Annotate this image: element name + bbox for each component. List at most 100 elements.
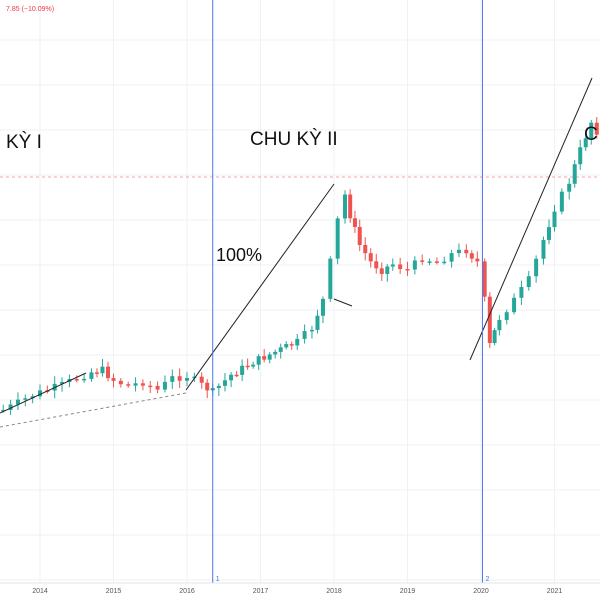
x-axis: 201420152016201720182019202020212022 — [0, 582, 600, 595]
candle-body — [256, 356, 261, 365]
candle-body — [205, 382, 210, 391]
percent-label: 100% — [216, 245, 262, 265]
grid — [0, 0, 600, 583]
overlays — [0, 77, 593, 428]
candle-body — [1, 409, 6, 412]
candle-body — [578, 147, 583, 165]
candle-body — [583, 138, 588, 148]
candle-body — [567, 183, 572, 192]
candle-body — [412, 260, 417, 270]
candle-body — [368, 253, 373, 262]
candle-body — [273, 351, 278, 355]
candle-body — [469, 253, 474, 259]
candle-body — [278, 347, 283, 352]
short-mark-line — [333, 298, 353, 307]
candle-body — [449, 253, 454, 262]
candle-body — [442, 261, 447, 264]
candle-body — [343, 194, 348, 219]
candle-body — [456, 249, 461, 254]
candle-body — [229, 374, 234, 381]
candle-body — [94, 372, 99, 374]
candle-body — [74, 379, 79, 381]
candle-body — [15, 399, 20, 405]
candle-body — [284, 344, 289, 348]
price-change-header: 7.85 (−10.09%) — [6, 6, 54, 13]
candle-body — [133, 383, 138, 386]
candle-body — [222, 380, 227, 386]
candle-body — [251, 364, 256, 367]
candle-body — [267, 354, 272, 360]
candle-body — [216, 385, 221, 389]
candle-body — [309, 329, 314, 332]
candle-body — [245, 365, 250, 368]
candle-body — [60, 381, 65, 384]
candle-body — [504, 312, 509, 320]
candle-body — [185, 377, 189, 381]
candle-body — [295, 338, 300, 346]
candle-body — [589, 122, 594, 139]
cycle-marker-2: 2 — [485, 576, 489, 583]
candle-body — [234, 374, 239, 377]
candle-body — [82, 378, 87, 381]
x-tick-label: 2017 — [253, 588, 269, 595]
trend-line-cycle-3 — [469, 77, 593, 361]
candle-body — [262, 356, 267, 360]
candle-body — [162, 381, 167, 390]
candle-body — [385, 266, 390, 274]
candle-body — [534, 258, 539, 277]
candle-body — [155, 385, 160, 390]
cycle-marker-1: 1 — [216, 576, 220, 583]
candle-body — [363, 244, 368, 254]
candle-body — [519, 287, 524, 298]
candle-body — [148, 385, 153, 388]
candle-body — [100, 366, 105, 374]
candle-body — [526, 276, 531, 288]
candle-body — [482, 261, 487, 297]
candle-body — [335, 218, 340, 259]
candle-body — [199, 376, 204, 383]
candle-body — [475, 258, 480, 262]
candle-body — [374, 261, 379, 269]
x-tick-label: 2014 — [32, 588, 48, 595]
candle-body — [38, 390, 42, 397]
candle-body — [289, 344, 294, 346]
candle-body — [379, 268, 384, 274]
candle-body — [302, 331, 307, 339]
trend-line-cycle-2 — [185, 183, 335, 391]
candle-body — [405, 269, 410, 271]
candle-body — [140, 383, 145, 386]
candle-body — [177, 376, 182, 381]
candle-body — [512, 297, 517, 313]
candle-body — [427, 261, 432, 263]
candle-body — [23, 398, 28, 400]
trend-line-cycle-1 — [0, 372, 87, 414]
candle-body — [315, 315, 320, 330]
x-tick-label: 2018 — [326, 588, 342, 595]
candle-body — [192, 376, 197, 379]
x-tick-label: 2021 — [547, 588, 563, 595]
candle-body — [559, 191, 564, 212]
support-line-cycle-1 — [0, 392, 187, 428]
candle-body — [126, 384, 131, 386]
candles — [1, 117, 599, 415]
candle-body — [8, 404, 13, 410]
candle-body — [497, 319, 502, 331]
candle-body — [541, 239, 546, 259]
cycle-label-1: KỲ I — [6, 132, 42, 153]
candle-body — [170, 376, 175, 382]
candle-body — [240, 365, 245, 375]
candle-body — [487, 296, 492, 344]
cycle-label-2: CHU KỲ II — [250, 129, 338, 150]
candle-body — [89, 372, 94, 379]
x-tick-label: 2020 — [473, 588, 489, 595]
cycle-label-3: C — [584, 124, 598, 145]
candle-body — [111, 378, 116, 381]
candle-body — [328, 258, 333, 299]
x-tick-label: 2019 — [400, 588, 416, 595]
candle-body — [464, 249, 469, 254]
candle-body — [357, 226, 362, 245]
candle-body — [572, 164, 577, 184]
candle-body — [398, 264, 403, 270]
candle-body — [434, 261, 439, 263]
